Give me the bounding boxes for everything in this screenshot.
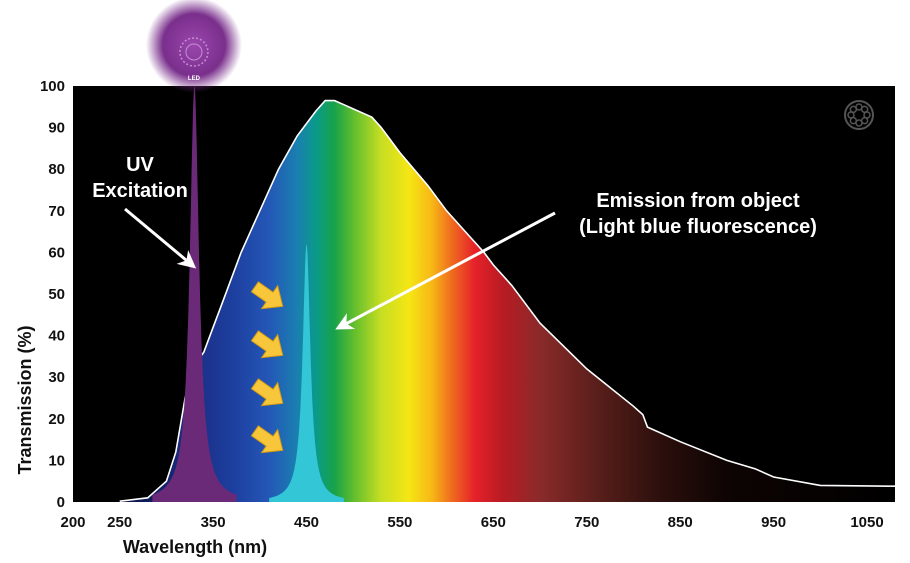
emission-annotation-line-1: Emission from object: [596, 190, 800, 212]
emission-annotation-arrow: [335, 211, 556, 330]
led-glow: [145, 0, 242, 93]
excitation-arrow: [250, 330, 284, 359]
led-icon: [179, 37, 209, 67]
y-tick-label: 60: [48, 244, 65, 261]
y-tick-label: 50: [48, 286, 65, 303]
emission-annotation-line-2: (Light blue fluorescence): [579, 216, 817, 238]
uv-excitation-series: [152, 86, 237, 502]
y-tick-label: 90: [48, 120, 65, 137]
x-tick-label: 950: [761, 514, 786, 531]
spectrum-series: [119, 99, 896, 502]
excitation-arrows: [250, 281, 284, 454]
uv-annotation-line-2: Excitation: [92, 180, 188, 202]
spectrum-area: [119, 100, 895, 502]
x-axis-ticks: 200 250 350 450 550 650 750 850 950 1050: [60, 514, 883, 531]
emission-series: [269, 244, 344, 502]
x-tick-label: 200: [60, 514, 85, 531]
excitation-arrow: [250, 425, 284, 454]
x-axis-title: Wavelength (nm): [123, 537, 267, 557]
x-tick-label: 450: [294, 514, 319, 531]
y-tick-label: 30: [48, 369, 65, 386]
led-icon-inner: [185, 43, 203, 61]
y-tick-label: 10: [48, 452, 65, 469]
x-tick-label: 1050: [850, 514, 883, 531]
annotations: UV Excitation Emission from object (Light b…: [92, 154, 817, 330]
excitation-arrow: [250, 378, 284, 407]
y-axis-title: Transmission (%): [15, 325, 35, 474]
emission-peak: [269, 244, 344, 502]
led-marker: LED: [145, 0, 242, 93]
y-tick-label: 100: [40, 78, 65, 95]
x-tick-label: 650: [481, 514, 506, 531]
uv-excitation-peak: [152, 86, 237, 502]
x-tick-label: 250: [107, 514, 132, 531]
y-tick-label: 0: [57, 494, 65, 511]
ring-icon: [844, 100, 874, 130]
uv-annotation-arrow: [124, 207, 197, 269]
x-tick-label: 350: [201, 514, 226, 531]
x-tick-label: 850: [668, 514, 693, 531]
y-tick-label: 80: [48, 161, 65, 178]
spectrum-outline: [119, 99, 896, 502]
y-tick-label: 20: [48, 411, 65, 428]
x-tick-label: 750: [574, 514, 599, 531]
y-axis-ticks: 0 10 20 30 40 50 60 70 80 90 100: [40, 78, 65, 511]
led-label: LED: [188, 76, 201, 82]
uv-annotation-line-1: UV: [126, 154, 154, 176]
y-tick-label: 40: [48, 328, 65, 345]
x-tick-label: 550: [387, 514, 412, 531]
y-tick-label: 70: [48, 203, 65, 220]
excitation-arrow: [250, 281, 284, 310]
